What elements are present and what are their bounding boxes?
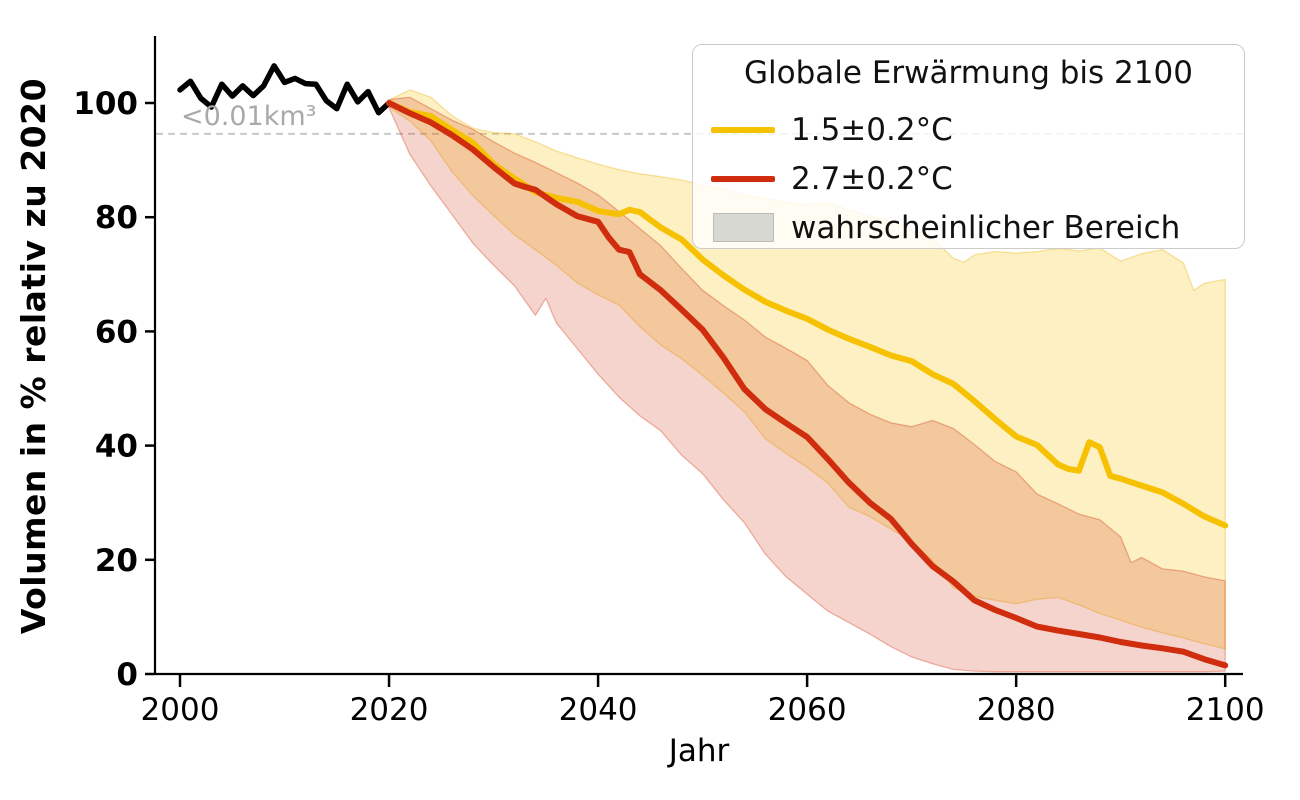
y-tick-label: 20 — [95, 543, 138, 579]
legend-label: wahrscheinlicher Bereich — [791, 209, 1181, 246]
legend-item-2-7c: 2.7±0.2°C — [693, 154, 1244, 203]
x-tick-label: 2060 — [768, 692, 847, 728]
x-tick-label: 2080 — [977, 692, 1056, 728]
yellow-line-swatch-icon — [711, 126, 775, 133]
threshold-label: <0.01km³ — [181, 101, 317, 132]
legend-item-likely-range: wahrscheinlicher Bereich — [693, 203, 1244, 252]
y-tick-label: 40 — [95, 429, 138, 465]
y-tick-label: 100 — [73, 86, 138, 122]
series-27c — [386, 100, 1229, 669]
series-historical — [177, 63, 392, 116]
legend-label: 1.5±0.2°C — [791, 111, 953, 148]
legend-swatch-wrap — [711, 213, 775, 242]
band-27c — [388, 96, 1226, 673]
gray-patch-swatch-icon — [712, 213, 774, 242]
x-axis-title: Jahr — [668, 733, 730, 769]
y-tick-label: 60 — [95, 314, 138, 350]
legend: Globale Erwärmung bis 2100 1.5±0.2°C 2.7… — [692, 44, 1245, 249]
legend-label: 2.7±0.2°C — [791, 160, 953, 197]
band-15c — [388, 89, 1226, 650]
x-tick-label: 2100 — [1186, 692, 1265, 728]
y-axis-title: Volumen in % relativ zu 2020 — [14, 77, 53, 635]
legend-swatch-wrap — [711, 175, 775, 182]
legend-item-1-5c: 1.5±0.2°C — [693, 105, 1244, 154]
y-tick-label: 0 — [116, 657, 138, 693]
x-tick-label: 2000 — [141, 692, 220, 728]
legend-swatch-wrap — [711, 126, 775, 133]
x-tick-label: 2020 — [350, 692, 429, 728]
x-tick-label: 2040 — [559, 692, 638, 728]
legend-title: Globale Erwärmung bis 2100 — [744, 55, 1193, 91]
y-tick-label: 80 — [95, 200, 138, 236]
red-line-swatch-icon — [711, 175, 775, 182]
